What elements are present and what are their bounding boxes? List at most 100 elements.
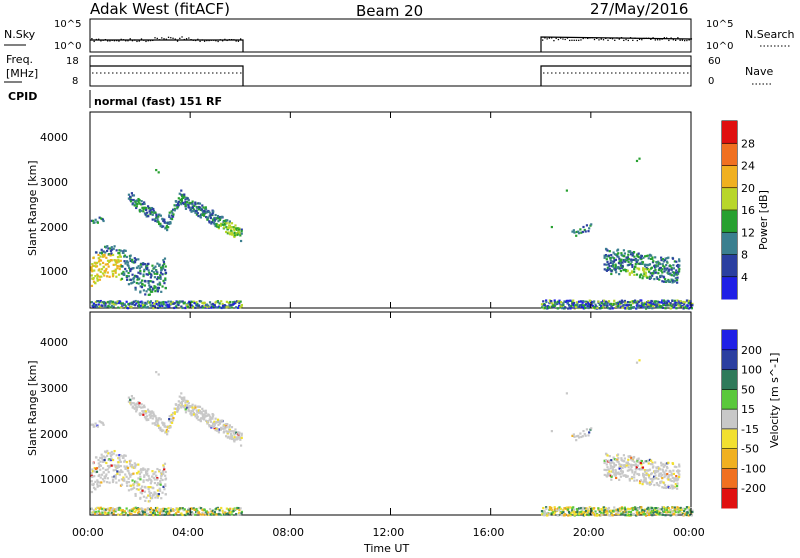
power-colorbar-segment [722, 165, 737, 189]
power-cell [159, 276, 162, 279]
power-cell [662, 303, 666, 307]
power-cell [605, 255, 608, 258]
velocity-cell [184, 411, 188, 414]
velocity-cell [182, 399, 185, 403]
power-cell [679, 302, 682, 305]
velocity-cell [158, 487, 161, 490]
velocity-cell [160, 474, 163, 477]
velocity-cell [178, 395, 181, 398]
velocity-cell [124, 467, 127, 470]
power-cell [687, 307, 690, 310]
power-cell [660, 301, 663, 304]
power-cell [636, 306, 639, 309]
nsearch-dot [652, 37, 654, 39]
velocity-cell [617, 457, 620, 460]
velocity-cell [118, 456, 121, 460]
power-cell [189, 202, 192, 205]
power-cell [104, 263, 107, 266]
nsearch-dot [239, 38, 242, 40]
power-cell [641, 268, 645, 271]
power-cell [572, 299, 575, 302]
power-cell [173, 209, 176, 212]
power-cell [659, 305, 662, 308]
velocity-cell [101, 456, 104, 459]
power-cell [175, 200, 178, 203]
velocity-cell [229, 507, 232, 510]
power-cell [204, 208, 208, 211]
power-cell [621, 261, 624, 264]
nsearch-dot [638, 38, 641, 40]
velocity-cell [647, 462, 650, 465]
power-cell [659, 306, 662, 309]
velocity-cell [143, 406, 146, 409]
velocity-cell [113, 475, 116, 478]
velocity-cell [128, 512, 132, 515]
power-cell [577, 300, 581, 303]
power-cell [607, 307, 610, 310]
velocity-cell [127, 480, 130, 484]
power-cell [580, 305, 584, 308]
velocity-cell [158, 470, 161, 473]
velocity-cell [625, 474, 628, 477]
power-cell [168, 305, 171, 308]
power-cell [593, 300, 596, 303]
velocity-cell [133, 486, 136, 489]
velocity-cell [641, 466, 645, 469]
power-cell [615, 301, 618, 305]
velocity-cell [646, 482, 649, 485]
velocity-cell [199, 410, 202, 413]
power-cell [620, 252, 623, 255]
nsearch-dot [102, 39, 104, 41]
velocity-cell [670, 474, 673, 477]
power-cell [661, 263, 664, 266]
power-colorbar-segment [722, 187, 737, 211]
power-cell [146, 300, 150, 303]
power-cell [648, 275, 651, 278]
velocity-cell [193, 508, 197, 511]
power-cell [148, 207, 152, 210]
power-colorbar-segment [722, 121, 737, 144]
velocity-cell [626, 461, 630, 464]
velocity-cell [106, 464, 110, 468]
nsearch-dot [636, 39, 638, 42]
velocity-cell [622, 454, 626, 457]
velocity-cell [96, 467, 99, 470]
power-cell [100, 268, 104, 271]
velocity-cell [104, 508, 108, 511]
velocity-cell [96, 506, 99, 510]
velocity-cell [148, 492, 152, 495]
power-cell [167, 222, 170, 225]
power-cell [646, 276, 649, 279]
velocity-cell [559, 507, 563, 510]
power-cell [658, 301, 661, 304]
power-cell [183, 195, 186, 198]
velocity-cell [582, 514, 585, 517]
velocity-cell [630, 507, 633, 510]
velocity-cell [91, 470, 95, 473]
nsearch-dot [544, 37, 546, 39]
power-cell [188, 201, 191, 205]
power-cell [123, 260, 126, 263]
power-cell [577, 230, 580, 233]
velocity-colorbar-tick-label: -200 [741, 482, 766, 495]
power-cell [155, 213, 158, 216]
power-cell [635, 273, 639, 276]
power-cell [231, 226, 234, 229]
velocity-cell [640, 479, 643, 482]
power-cell [650, 254, 653, 257]
power-cell [129, 259, 132, 263]
velocity-cell [136, 406, 139, 409]
power-cell [162, 303, 165, 306]
velocity-cell [139, 475, 142, 478]
power-cell [640, 258, 643, 261]
power-cell [130, 200, 133, 203]
power-cell [107, 300, 110, 304]
power-cell [127, 275, 130, 278]
velocity-colorbar-segment [722, 330, 737, 351]
power-cell [561, 307, 564, 310]
power-cell [94, 218, 97, 221]
nsearch-dot [138, 40, 140, 42]
velocity-cell [181, 396, 184, 400]
power-cell [617, 265, 620, 269]
power-cell [614, 268, 617, 271]
